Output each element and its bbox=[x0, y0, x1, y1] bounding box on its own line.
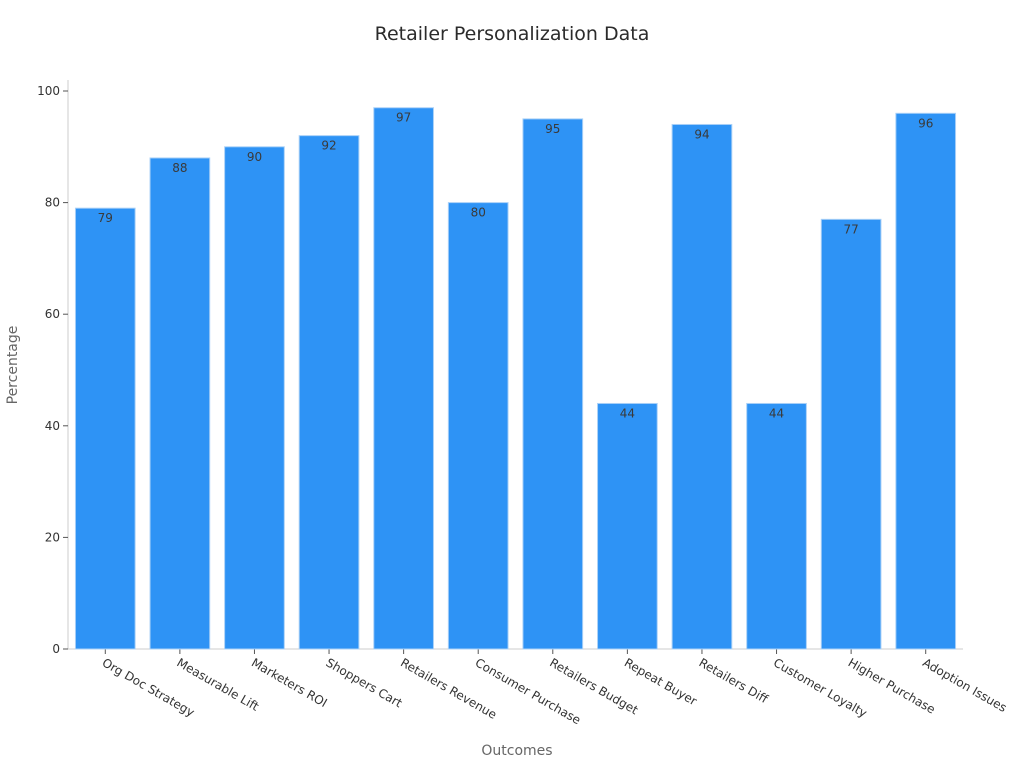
bar bbox=[74, 207, 136, 650]
bar bbox=[522, 118, 584, 650]
bar-value-label: 96 bbox=[918, 116, 933, 130]
bar-value-label: 44 bbox=[769, 406, 784, 420]
bar-value-label: 80 bbox=[471, 206, 486, 220]
y-tick-label: 100 bbox=[37, 84, 60, 98]
bar bbox=[671, 123, 733, 650]
bar-value-label: 77 bbox=[843, 222, 858, 236]
bar bbox=[597, 402, 658, 650]
y-axis: 0 20 40 60 80 100 bbox=[37, 80, 69, 656]
y-axis-title: Percentage bbox=[5, 326, 21, 405]
bar-value-label: 88 bbox=[172, 161, 187, 175]
bars-group: 79 88 90 92 97 80 95 44 94 44 77 96 bbox=[74, 107, 957, 650]
bar-value-label: 95 bbox=[545, 122, 560, 136]
bar bbox=[149, 157, 211, 650]
bar bbox=[224, 146, 285, 650]
bar bbox=[820, 218, 882, 650]
y-tick-label: 60 bbox=[45, 307, 60, 321]
chart-title: Retailer Personalization Data bbox=[375, 23, 650, 45]
bar-value-label: 97 bbox=[396, 111, 411, 125]
bar-value-label: 92 bbox=[321, 139, 336, 153]
bar bbox=[746, 402, 807, 650]
x-axis-title: Outcomes bbox=[481, 743, 552, 759]
y-tick-label: 0 bbox=[52, 642, 60, 656]
bar-value-label: 79 bbox=[98, 211, 113, 225]
x-tick-label: Marketers ROI bbox=[249, 655, 330, 710]
x-tick-label: Retailers Diff bbox=[696, 655, 770, 706]
x-tick-label: Shoppers Cart bbox=[324, 655, 405, 710]
y-tick-label: 80 bbox=[45, 196, 60, 210]
bar bbox=[447, 202, 509, 650]
y-tick-label: 40 bbox=[45, 419, 60, 433]
bar-value-label: 44 bbox=[620, 406, 635, 420]
bar bbox=[373, 107, 434, 650]
bar-value-label: 94 bbox=[694, 127, 709, 141]
bar-value-label: 90 bbox=[247, 150, 262, 164]
y-tick-label: 20 bbox=[45, 530, 60, 544]
bar bbox=[298, 135, 360, 650]
bar bbox=[895, 112, 957, 650]
